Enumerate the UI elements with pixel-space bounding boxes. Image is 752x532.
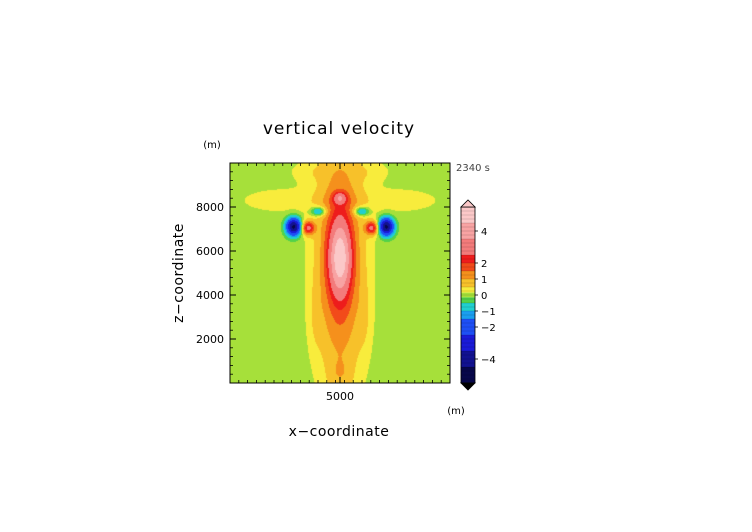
colorbar <box>460 199 476 391</box>
chart-title: vertical velocity <box>263 119 415 139</box>
colorbar-level <box>461 287 475 293</box>
x-tick-label: 5000 <box>326 390 354 403</box>
velocity-field-heatmap <box>230 163 450 383</box>
y-unit-label: (m) <box>203 140 221 151</box>
colorbar-level <box>461 297 475 303</box>
y-tick-label: 4000 <box>196 289 224 302</box>
y-tick-label: 8000 <box>196 201 224 214</box>
colorbar-level <box>461 311 475 319</box>
colorbar-tick-label: 4 <box>481 227 487 238</box>
plot-area <box>229 162 451 384</box>
y-tick-label: 2000 <box>196 333 224 346</box>
colorbar-level <box>461 255 475 263</box>
colorbar-tick-label: −1 <box>481 307 496 318</box>
colorbar-tick-label: 0 <box>481 291 487 302</box>
colorbar-level <box>461 279 475 287</box>
colorbar-max-arrow <box>460 199 476 208</box>
y-tick-label: 6000 <box>196 245 224 258</box>
colorbar-ticks: 4 2 1 0 −1 −2 −4 <box>475 227 496 366</box>
colorbar-level <box>461 367 475 383</box>
y-axis-title: z−coordinate <box>171 223 187 323</box>
colorbar-level <box>461 271 475 279</box>
colorbar-level <box>461 335 475 351</box>
colorbar-tick-label: −2 <box>481 323 496 334</box>
colorbar-tick-label: 1 <box>481 275 487 286</box>
colorbar-level <box>461 207 475 223</box>
time-label: 2340 s <box>456 163 490 174</box>
colorbar-tick-label: 2 <box>481 259 487 270</box>
colorbar-level <box>461 223 475 239</box>
colorbar-level <box>461 319 475 335</box>
colorbar-tick-label: −4 <box>481 355 496 366</box>
x-unit-label: (m) <box>447 406 465 417</box>
colorbar-level <box>461 303 475 311</box>
x-axis-ticks: 5000 <box>326 163 354 403</box>
colorbar-level <box>461 263 475 271</box>
colorbar-min-arrow <box>460 382 476 391</box>
x-axis-title: x−coordinate <box>289 424 390 440</box>
colorbar-level <box>461 351 475 367</box>
colorbar-level <box>461 239 475 255</box>
colorbar-level <box>461 292 475 298</box>
y-axis-ticks: 2000 4000 6000 8000 <box>196 201 450 346</box>
